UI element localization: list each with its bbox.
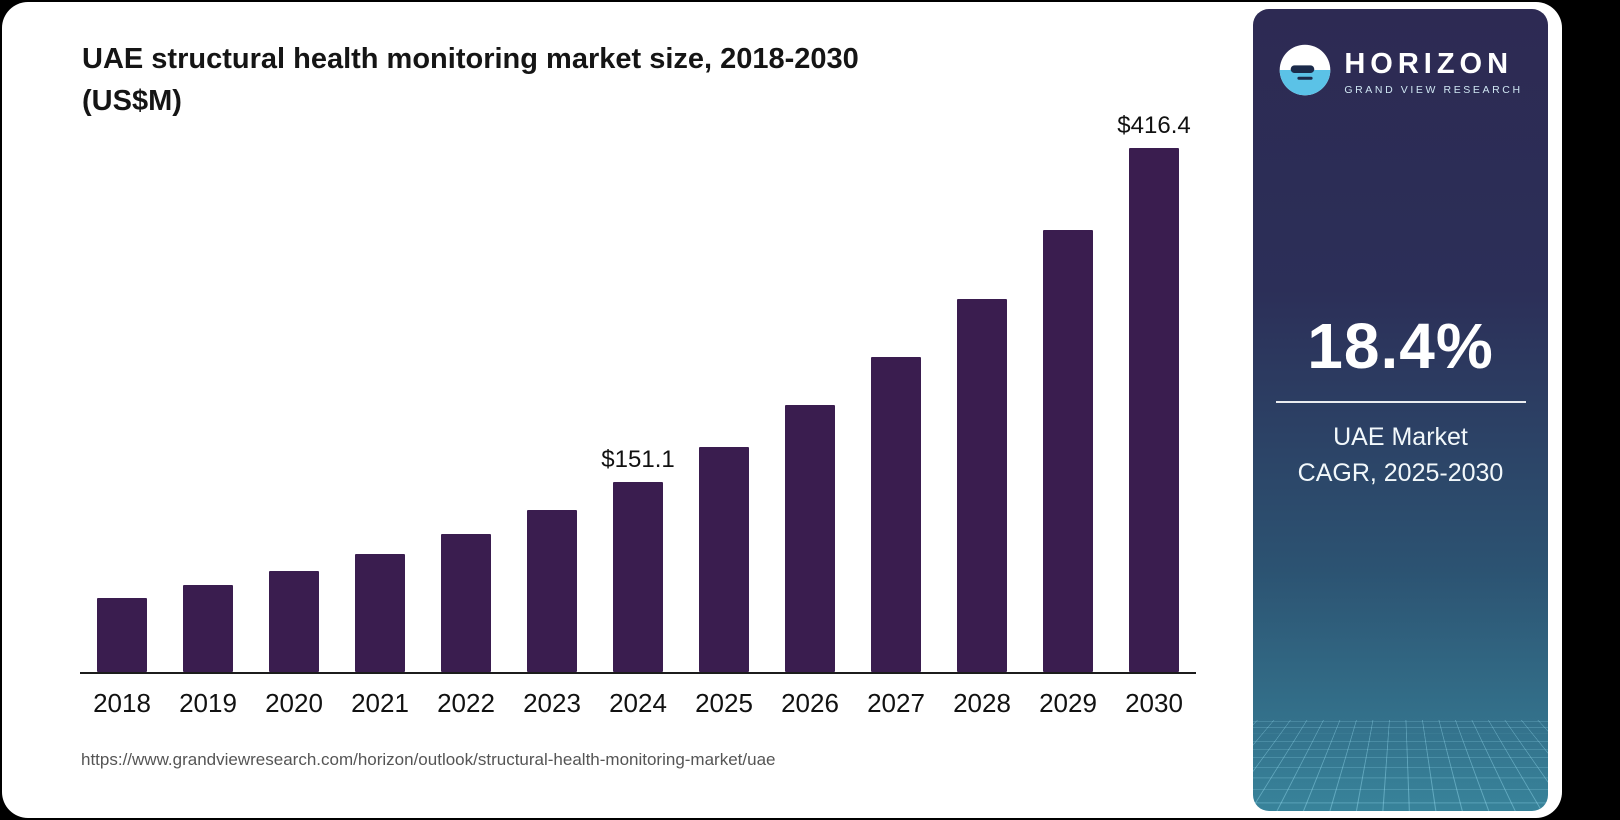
bar-2019 [183,585,233,672]
x-axis-label: 2023 [523,688,581,718]
brand-subtitle: GRAND VIEW RESEARCH [1344,83,1523,96]
infographic-card: UAE structural health monitoring market … [2,2,1562,818]
x-axis-label: 2020 [265,688,323,718]
bar-2029 [1043,230,1093,672]
bar-2026 [785,405,835,672]
bar-column: $151.1 [601,446,675,672]
bar-column [785,405,835,672]
cagr-label-line1: UAE Market [1333,423,1468,451]
chart-title: UAE structural health monitoring market … [82,38,1082,122]
bar-2030: $416.4 [1117,112,1191,672]
bar-column: $416.4 [1117,112,1191,672]
bar-2028 [957,299,1007,672]
bar-column [97,598,147,672]
x-axis-label: 2019 [179,688,237,718]
x-axis-label: 2030 [1125,688,1183,718]
x-axis-label: 2024 [609,688,667,718]
bar-2024: $151.1 [601,446,675,672]
bar-2022 [441,534,491,672]
bar-column [699,447,749,672]
chart-title-line2: (US$M) [82,85,182,118]
mesh-grid [1253,719,1548,811]
horizon-logo-icon [1278,43,1332,102]
bar-column [957,299,1007,672]
bar-2027 [871,357,921,672]
cagr-label-line2: CAGR, 2025-2030 [1297,459,1504,488]
brand-text: HORIZON GRAND VIEW RESEARCH [1344,48,1523,96]
bar-column [269,571,319,672]
cagr-stat-block: 18.4% UAE Market CAGR, 2025-2030 [1253,309,1548,492]
bar-2025 [699,447,749,672]
source-url: https://www.grandviewresearch.com/horizo… [81,750,776,769]
bar-value-label: $416.4 [1117,112,1191,139]
bar-2021 [355,554,405,672]
bar-2023 [527,510,577,672]
stat-divider [1275,401,1526,403]
cagr-value: 18.4% [1307,310,1494,382]
x-axis-label: 2025 [695,688,753,718]
bar-column [441,534,491,672]
bar-2020 [269,571,319,672]
x-axis-label: 2022 [437,688,495,718]
sidebar: HORIZON GRAND VIEW RESEARCH 18.4% UAE Ma… [1253,9,1548,811]
bar-2018 [97,598,147,672]
chart-title-line1: UAE structural health monitoring market … [82,43,859,75]
bar-column [183,585,233,672]
bar-column [527,510,577,672]
x-axis-label: 2026 [781,688,839,718]
bar-column [1043,230,1093,672]
brand-block: HORIZON GRAND VIEW RESEARCH [1253,43,1548,102]
x-axis-labels: 2018 2019 2020 2021 2022 2023 2024 2025 2026 2027… [80,688,1196,719]
x-axis-label: 2018 [93,688,151,718]
bar-column [871,357,921,672]
x-axis-label: 2029 [1039,688,1097,718]
bar-column [355,554,405,672]
bar-plot: $151.1 $416.4 [80,112,1196,674]
x-axis-label: 2021 [351,688,409,718]
brand-name: HORIZON [1344,48,1514,81]
x-axis-label: 2028 [953,688,1011,718]
bar-value-label: $151.1 [601,446,675,473]
wireframe-mesh-decoration [1253,636,1548,811]
x-axis-label: 2027 [867,688,925,718]
